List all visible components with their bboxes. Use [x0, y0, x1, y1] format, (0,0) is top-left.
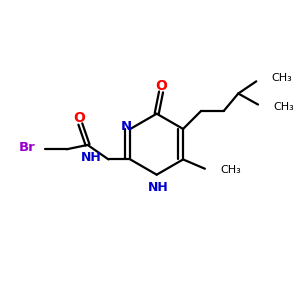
Text: N: N [121, 120, 132, 133]
Text: O: O [73, 111, 85, 125]
Text: CH₃: CH₃ [272, 74, 292, 83]
Text: O: O [156, 79, 168, 93]
Text: CH₃: CH₃ [220, 165, 241, 175]
Text: CH₃: CH₃ [273, 102, 294, 112]
Text: Br: Br [19, 141, 36, 154]
Text: NH: NH [81, 152, 102, 164]
Text: NH: NH [148, 181, 169, 194]
